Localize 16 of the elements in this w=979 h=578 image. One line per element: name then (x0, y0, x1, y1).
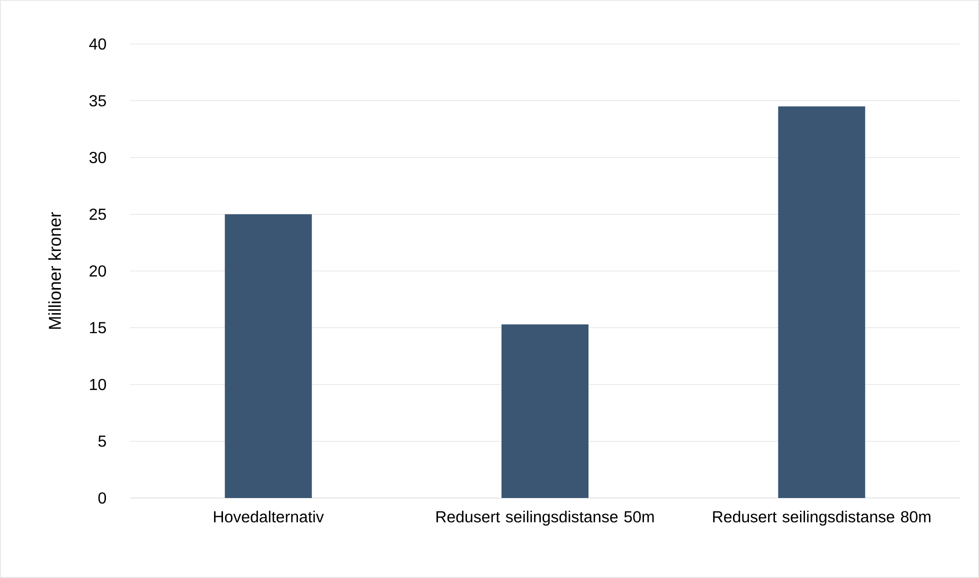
y-axis-title: Millioner kroner (48, 212, 62, 329)
y-tick-label: 5 (98, 436, 106, 447)
x-tick-label: Redusert seilingsdistanse 50m (436, 510, 654, 526)
y-tick-label: 10 (90, 378, 106, 390)
y-tick-label: 40 (89, 38, 106, 50)
bar (502, 324, 588, 498)
bar (778, 106, 866, 498)
y-tick-label: 0 (98, 492, 106, 504)
y-tick-label: 25 (90, 208, 106, 220)
bar (224, 214, 312, 498)
y-tick-label: 15 (90, 322, 106, 334)
y-tick-label: 30 (89, 152, 106, 164)
x-tick-label: Redusert seilingsdistanse 80m (713, 510, 930, 526)
y-tick-label: 20 (90, 265, 106, 277)
y-tick-label: 35 (89, 95, 106, 106)
x-tick-label: Hovedalternativ (214, 510, 324, 522)
